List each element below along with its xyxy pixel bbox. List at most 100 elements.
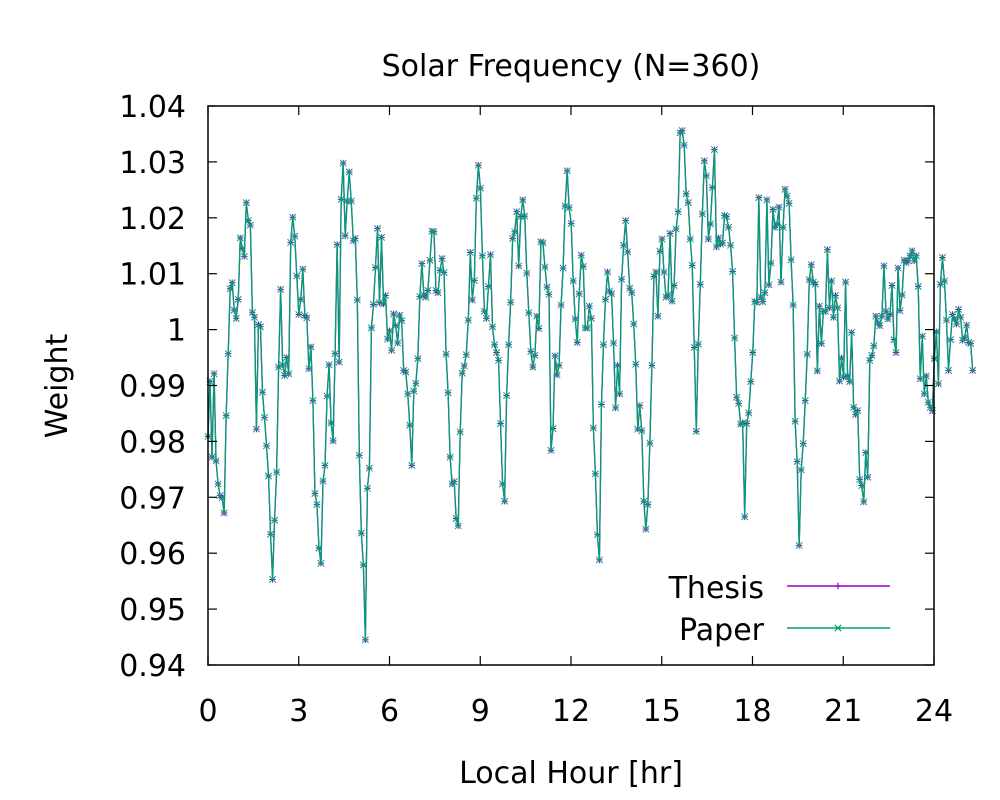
data-point-paper [890,336,898,344]
legend-marker-paper [834,624,842,632]
data-point-paper [803,350,811,358]
data-point-paper [862,449,870,457]
data-point-paper [303,314,311,322]
data-point-paper [565,204,573,212]
data-point-paper [408,461,416,469]
data-point-paper [620,241,628,249]
data-point-paper [353,296,361,304]
data-point-paper [533,312,541,320]
data-point-paper [242,199,250,207]
x-axis: 0 3 6 9 12 15 18 21 24 [198,106,953,729]
data-point-paper [781,185,789,193]
data-point-paper [815,302,823,310]
data-point-paper [486,251,495,259]
data-point-paper [569,277,577,285]
data-point-paper [553,371,561,379]
data-point-paper [779,223,787,231]
data-point-paper [892,348,900,357]
data-point-paper [946,336,955,344]
data-point-paper [842,278,850,286]
data-point-paper [482,314,490,322]
y-axis-label: Weight [40,334,75,439]
data-point-paper [547,446,555,454]
data-point-paper [452,514,460,523]
data-point-paper [846,378,854,386]
data-point-paper [755,194,763,202]
data-point-paper [252,425,260,433]
data-point-paper [848,328,856,336]
data-point-paper [599,341,608,349]
data-point-paper [444,389,452,397]
legend-label-paper: Paper [679,613,765,648]
data-point-paper [924,398,932,406]
data-point-paper [743,419,751,428]
data-point-paper [375,299,384,307]
data-point-paper [271,516,279,524]
data-point-paper [369,300,378,308]
data-point-paper [531,351,539,359]
data-point-paper [700,157,708,165]
data-point-paper [896,307,904,315]
data-point-paper [511,228,519,236]
data-point-paper [722,213,731,221]
data-point-paper [410,387,418,395]
legend-label-thesis: Thesis [668,571,764,606]
data-point-paper [396,311,404,319]
data-point-paper [880,262,888,270]
data-point-paper [386,327,394,335]
data-point-paper [672,225,680,233]
data-point-paper [888,281,896,289]
data-point-paper [244,217,252,225]
data-point-paper [727,241,735,249]
data-point-paper [906,252,914,260]
data-point-paper [327,419,335,427]
data-point-paper [224,350,232,358]
data-point-paper [341,232,349,240]
data-point-paper [940,277,949,285]
data-point-paper [914,283,922,291]
x-tick-label: 15 [643,694,681,729]
y-tick-label: 0.97 [119,481,186,516]
y-tick-label: 0.96 [119,537,186,572]
data-point-paper [539,239,547,247]
data-point-paper [543,283,551,291]
data-point-paper [616,390,624,398]
data-point-paper [363,484,371,492]
data-point-paper [494,356,503,364]
data-point-paper [446,453,454,461]
data-point-paper [535,324,543,333]
data-point-paper [240,252,248,260]
data-point-paper [260,413,269,421]
data-point-paper [379,300,388,308]
data-point-paper [694,340,702,348]
data-point-paper [269,575,277,584]
data-point-paper [777,278,785,286]
data-point-paper [963,321,971,329]
data-point-paper [682,190,690,198]
data-point-paper [658,235,666,243]
data-point-paper [636,402,644,410]
data-point-paper [549,424,557,433]
data-point-paper [371,263,380,272]
data-point-paper [266,530,275,538]
y-axis: 0.94 0.95 0.96 0.97 0.98 0.99 1 1.01 1.02 1.03 1.0… [119,90,934,684]
data-point-paper [688,261,696,269]
data-point-paper [503,392,511,400]
data-point-paper [948,310,957,319]
data-point-paper [819,308,827,316]
data-point-paper [702,172,710,180]
data-point-paper [668,297,676,305]
y-tick-label: 1.02 [119,202,186,237]
data-point-paper [749,348,757,357]
data-point-paper [210,370,218,378]
data-point-paper [258,388,267,396]
data-point-paper [767,259,775,267]
data-point-paper [829,313,838,321]
data-point-paper [428,227,436,235]
data-point-paper [745,409,753,417]
data-point-paper [706,220,714,228]
data-point-paper [799,440,807,448]
data-point-paper [323,392,331,400]
data-point-paper [297,295,305,303]
